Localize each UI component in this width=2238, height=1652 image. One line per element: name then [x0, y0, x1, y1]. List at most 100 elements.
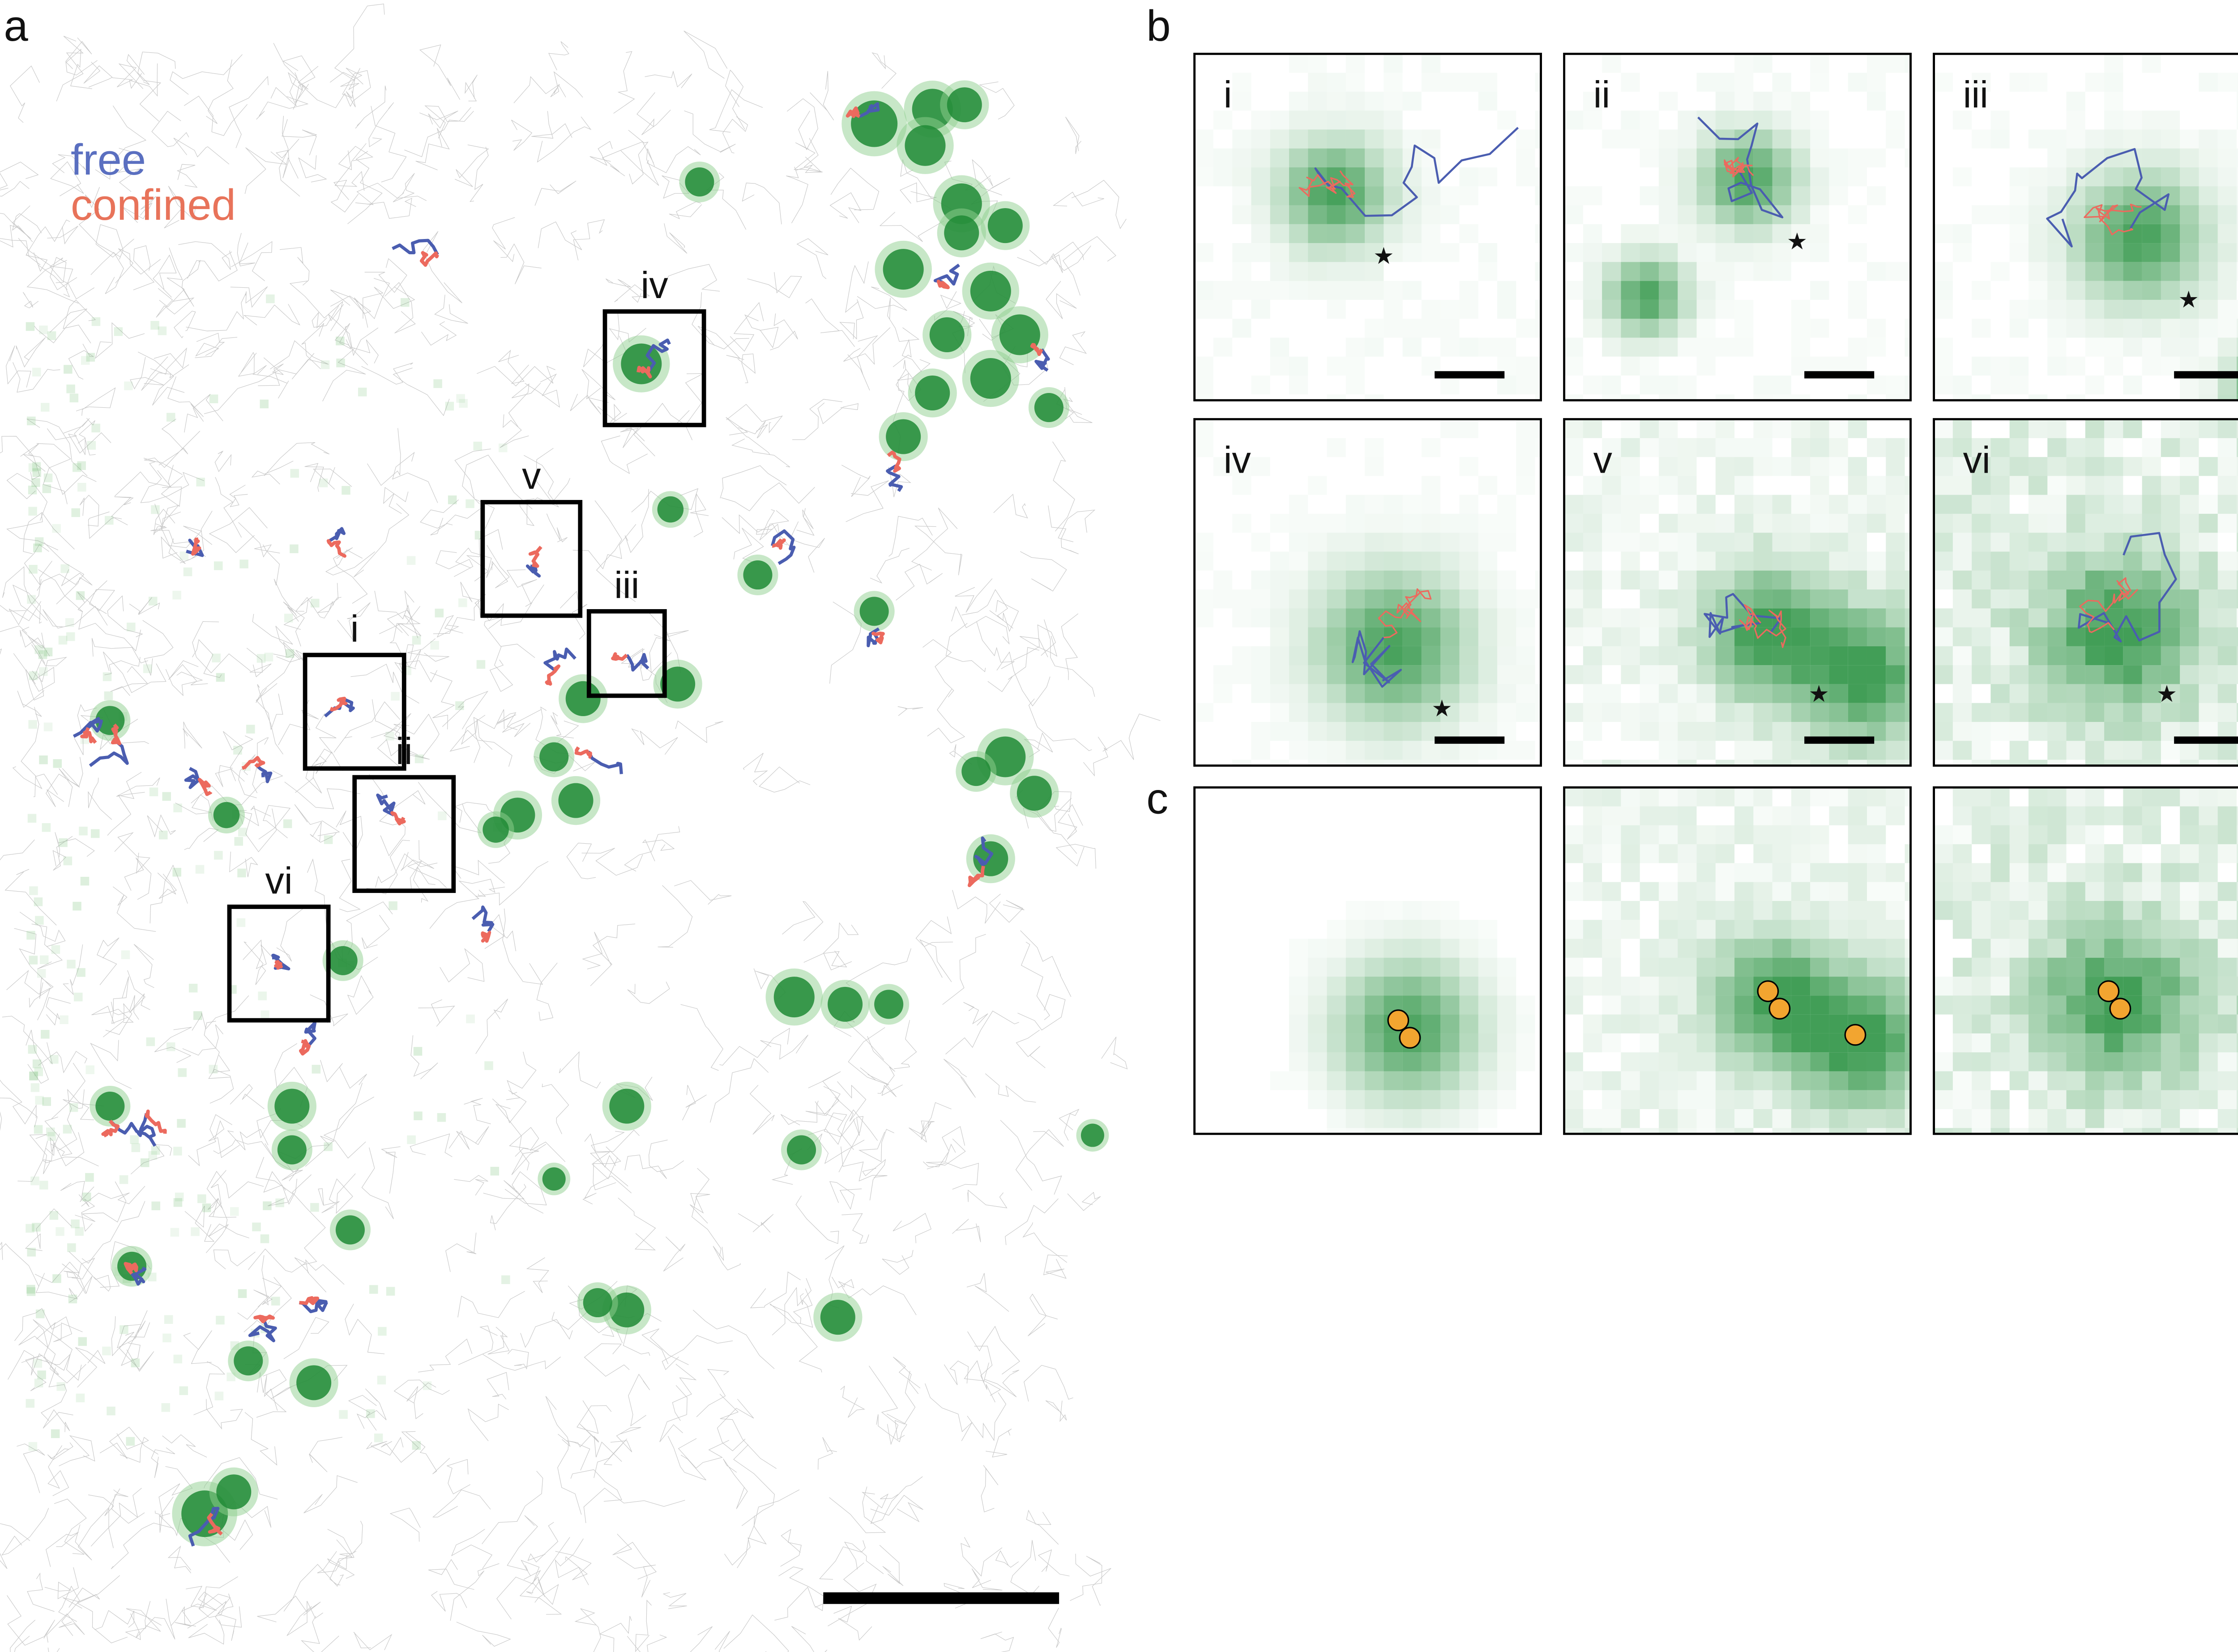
filament [498, 350, 529, 384]
filament [971, 1568, 1003, 1591]
pixel [1734, 551, 1754, 571]
filament [976, 621, 1015, 669]
pixel [1402, 129, 1422, 149]
haze-pixel [64, 365, 73, 374]
pixel [1564, 825, 1583, 845]
pixel [2236, 186, 2238, 205]
pixel [1678, 1014, 1697, 1033]
filament [187, 1593, 227, 1629]
green-spot-core [335, 1215, 365, 1245]
haze-pixel [170, 1228, 179, 1237]
pixel [1583, 419, 1602, 438]
haze-pixel [179, 1386, 188, 1395]
pixel [1289, 551, 1308, 571]
pixel [1232, 129, 1251, 149]
pixel [1829, 882, 1848, 901]
pixel [2047, 186, 2067, 205]
pixel [2047, 995, 2067, 1015]
pixel [1459, 589, 1478, 609]
pixel [1251, 186, 1270, 205]
pixel [2217, 551, 2237, 571]
pixel [1251, 243, 1270, 262]
pixel [1829, 608, 1848, 628]
filament [942, 934, 986, 1005]
pixel [1678, 627, 1697, 646]
pixel [2180, 920, 2199, 939]
pixel [2199, 741, 2218, 760]
filament [94, 322, 145, 359]
pixel [2142, 1109, 2161, 1128]
pixel [1753, 825, 1772, 845]
filament [436, 615, 463, 638]
pixel [2236, 957, 2238, 977]
pixel [2236, 224, 2238, 243]
filament [208, 1069, 234, 1104]
pixel [1696, 570, 1716, 590]
pixel [1848, 825, 1867, 845]
haze-pixel [76, 1393, 85, 1403]
pixel [1478, 977, 1497, 996]
filament [165, 669, 203, 696]
pixel [2217, 995, 2237, 1015]
pixel [2085, 1033, 2105, 1053]
filament [34, 308, 87, 343]
pixel [1829, 1109, 1848, 1128]
filament [844, 1541, 884, 1574]
green-spot-core [609, 1089, 645, 1124]
confined-track [528, 546, 542, 568]
pixel [2180, 1128, 2199, 1134]
pixel [1734, 570, 1754, 590]
pixel [1640, 129, 1659, 148]
pixel [1658, 1109, 1678, 1128]
pixel [1734, 1052, 1754, 1071]
pixel [1602, 476, 1621, 495]
start-star: ★ [2178, 287, 2199, 313]
filament [88, 777, 112, 820]
filament [943, 1059, 976, 1098]
filament [58, 1585, 80, 1636]
pixel [1715, 760, 1735, 766]
filament [54, 1498, 87, 1555]
pixel [1791, 205, 1811, 224]
pixel [1270, 589, 1289, 609]
filament [168, 660, 208, 685]
filament [841, 1146, 888, 1182]
pixel [1459, 337, 1478, 357]
free-track [327, 527, 346, 543]
haze-pixel [148, 597, 158, 606]
pixel [2085, 319, 2105, 338]
pixel [1772, 148, 1791, 167]
confined-track [967, 866, 985, 888]
pixel [1640, 684, 1659, 703]
pixel [1810, 148, 1829, 167]
pixel [1678, 111, 1697, 130]
pixel [2180, 337, 2199, 357]
pixel [1715, 1090, 1735, 1110]
pixel [2009, 73, 2029, 92]
pixel [1829, 1071, 1848, 1090]
filament [744, 314, 779, 348]
filament [475, 999, 508, 1054]
pixel [1421, 1109, 1441, 1128]
pixel [2066, 995, 2085, 1015]
pixel [2142, 589, 2161, 609]
pixel [1734, 91, 1754, 111]
green-spot-core [234, 1346, 263, 1376]
pixel [1459, 1109, 1478, 1128]
filament [772, 1278, 811, 1336]
pixel [2180, 186, 2199, 205]
pixel [2123, 281, 2142, 300]
filament [719, 1028, 790, 1066]
pixel [1952, 111, 1972, 130]
pixel [1990, 882, 2010, 901]
pixel [1440, 337, 1460, 357]
pixel [1583, 376, 1602, 395]
filament [361, 915, 390, 949]
haze-pixel [28, 720, 37, 729]
filament [845, 261, 869, 313]
pixel [1421, 224, 1441, 243]
pixel [1327, 533, 1346, 552]
filament [379, 790, 426, 825]
pixel [1696, 262, 1716, 281]
pixel [2123, 977, 2142, 996]
